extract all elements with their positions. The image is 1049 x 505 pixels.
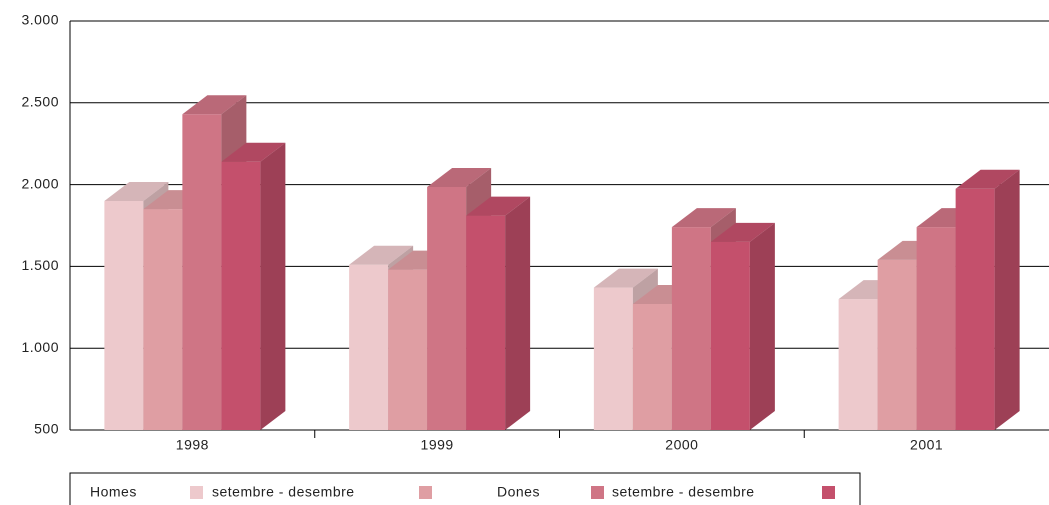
legend-swatch — [419, 486, 432, 499]
bar-side — [260, 142, 286, 431]
bar-front — [838, 299, 878, 430]
bar-top — [671, 208, 736, 228]
legend-box — [69, 472, 861, 505]
bar-top — [710, 222, 775, 242]
bar-front — [466, 215, 506, 430]
legend-label: Dones — [497, 484, 540, 500]
legend-swatch — [822, 486, 835, 499]
bar-side — [505, 196, 531, 430]
bar — [710, 222, 775, 430]
legend-label: setembre - desembre — [212, 484, 355, 500]
bar-front — [388, 269, 428, 430]
y-tick-label: 2.000 — [21, 175, 59, 191]
bar-front — [182, 114, 222, 430]
bar-top — [349, 245, 414, 265]
legend-swatch — [190, 486, 203, 499]
bar-front — [632, 304, 672, 430]
legend-label: Homes — [90, 484, 137, 500]
bar-top — [182, 95, 247, 115]
bar-top — [955, 169, 1020, 189]
bar-front — [143, 209, 183, 430]
y-tick-label: 500 — [34, 421, 59, 437]
x-tick-label: 1999 — [421, 437, 454, 453]
legend-label: setembre - desembre — [612, 484, 755, 500]
bar-side — [994, 169, 1020, 430]
bar-top — [104, 181, 169, 201]
bar-front — [955, 188, 995, 430]
bar-top — [593, 268, 658, 288]
bar-front — [916, 227, 956, 430]
bar-front — [427, 187, 467, 430]
bar-front — [349, 264, 389, 430]
bar-front — [877, 259, 917, 430]
bar — [955, 169, 1020, 430]
y-tick-label: 1.500 — [21, 257, 59, 273]
x-tick-label: 2000 — [665, 437, 698, 453]
x-tick-label: 1998 — [176, 437, 209, 453]
y-tick-label: 1.000 — [21, 339, 59, 355]
legend-swatch — [591, 486, 604, 499]
bar — [466, 196, 531, 430]
bar — [221, 142, 286, 431]
bar-front — [104, 200, 144, 430]
bar-top — [466, 196, 531, 216]
bar-front — [710, 241, 750, 430]
y-tick-label: 2.500 — [21, 94, 59, 110]
bar-front — [671, 227, 711, 430]
bar-top — [221, 142, 286, 162]
bar-front — [593, 287, 633, 430]
bar-side — [749, 222, 775, 430]
x-tick-label: 2001 — [910, 437, 943, 453]
y-tick-label: 3.000 — [21, 12, 59, 28]
bar-top — [427, 168, 492, 188]
bar-front — [221, 161, 261, 431]
